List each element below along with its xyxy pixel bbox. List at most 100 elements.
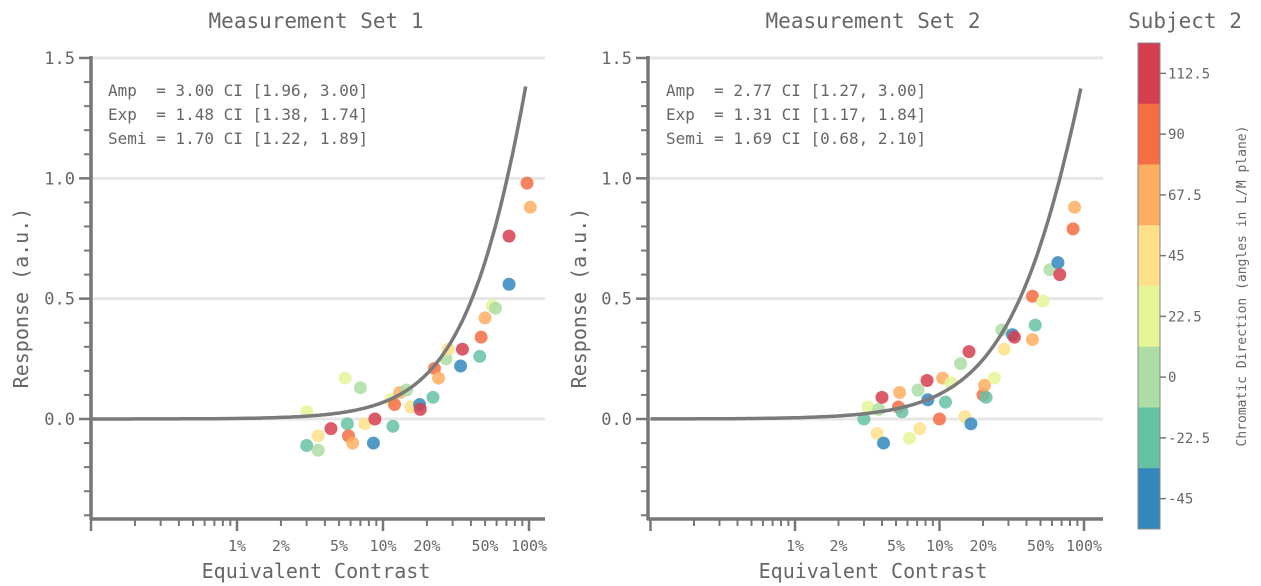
colorbar-tick-label: 0	[1168, 370, 1176, 386]
axes	[636, 56, 1103, 531]
y-tick-label: 1.5	[601, 49, 632, 69]
annotation-amp: Amp = 3.00 CI [1.96, 3.00]	[108, 81, 368, 100]
data-point	[432, 371, 446, 385]
data-point	[1028, 318, 1042, 332]
data-point	[311, 429, 325, 443]
data-point	[903, 431, 917, 445]
data-point	[1036, 294, 1050, 308]
colorbar-tick-label: 90	[1168, 127, 1185, 143]
x-tick-label: 20%	[413, 537, 440, 555]
colorbar-ticks: 112.5 90 67.5 45 22.5 0 -22.5 -45	[1160, 66, 1210, 508]
colorbar-tick-label: 45	[1168, 249, 1185, 265]
colorbar-segment	[1138, 346, 1160, 408]
data-point	[338, 371, 352, 385]
annotation-exp: Exp = 1.31 CI [1.17, 1.84]	[666, 105, 926, 124]
axes	[79, 56, 545, 531]
data-point	[520, 176, 534, 190]
x-tick-label: 10%	[369, 537, 396, 555]
colorbar-segment	[1138, 103, 1160, 165]
x-tick-label: 1%	[228, 537, 246, 555]
data-point	[861, 400, 875, 414]
data-point	[455, 342, 469, 356]
data-point	[1051, 256, 1065, 270]
y-axis-label: Response (a.u.)	[9, 208, 33, 389]
colorbar-segment	[1138, 164, 1160, 226]
x-tick-label: 2%	[272, 537, 290, 555]
y-tick-label: 1.5	[44, 49, 75, 69]
data-point	[954, 357, 968, 371]
data-point	[386, 419, 400, 433]
data-point	[938, 395, 952, 409]
data-point	[502, 229, 516, 243]
colorbar-tick-label: 112.5	[1168, 66, 1210, 82]
panel-measurement-set-1: Measurement Set 1 0.0 0.5 1.0 1.5 1% 2% 5% 10%…	[9, 9, 547, 583]
annotation-semi: Semi = 1.70 CI [1.22, 1.89]	[108, 129, 368, 148]
data-point	[311, 443, 325, 457]
x-tick-label: 5%	[887, 537, 905, 555]
data-point	[870, 426, 884, 440]
x-axis-label: Equivalent Contrast	[202, 559, 431, 583]
data-point	[893, 386, 907, 400]
data-point	[877, 436, 891, 450]
colorbar-segments	[1138, 43, 1160, 530]
chart-title: Measurement Set 2	[766, 9, 981, 33]
data-point	[324, 422, 338, 436]
data-point	[346, 436, 360, 450]
x-tick-label: 50%	[1027, 537, 1054, 555]
y-tick-label: 1.0	[601, 169, 632, 189]
data-point	[368, 412, 382, 426]
x-tick-label: 1%	[786, 537, 804, 555]
data-point	[353, 381, 367, 395]
data-point	[962, 345, 976, 359]
data-point	[911, 383, 925, 397]
annotation-amp: Amp = 2.77 CI [1.27, 3.00]	[666, 81, 926, 100]
colorbar-tick-label: -45	[1168, 492, 1193, 508]
panel-measurement-set-2: Measurement Set 2 0.0 0.5 1.0 1.5 1% 2% 5% 10%…	[567, 9, 1103, 583]
data-point	[1025, 333, 1039, 347]
colorbar-segment	[1138, 225, 1160, 287]
colorbar-frame	[1137, 42, 1161, 530]
data-point	[875, 390, 889, 404]
data-point	[300, 438, 314, 452]
data-point	[1068, 200, 1082, 214]
y-tick-label: 0.0	[601, 410, 632, 430]
fit-curve	[91, 86, 528, 421]
colorbar: Subject 2 112.5 90 67.5 45 22.5 0 -22.5 -45 Chr…	[1128, 9, 1250, 530]
x-tick-label: 100%	[511, 537, 547, 555]
data-point	[1066, 222, 1080, 236]
data-point	[478, 311, 492, 325]
data-point	[964, 417, 978, 431]
data-point	[473, 349, 487, 363]
data-point	[366, 436, 380, 450]
fit-curve	[650, 88, 1083, 421]
annotation-semi: Semi = 1.69 CI [0.68, 2.10]	[666, 129, 926, 148]
data-point	[340, 417, 354, 431]
colorbar-tick-label: 67.5	[1168, 188, 1202, 204]
colorbar-segment	[1138, 43, 1160, 105]
x-tick-label: 10%	[926, 537, 953, 555]
y-tick-label: 1.0	[44, 169, 75, 189]
data-point	[474, 330, 488, 344]
fit-parameters: Amp = 3.00 CI [1.96, 3.00] Exp = 1.48 CI…	[108, 81, 368, 148]
y-tick-labels: 0.0 0.5 1.0 1.5	[44, 49, 75, 430]
y-tick-labels: 0.0 0.5 1.0 1.5	[601, 49, 632, 430]
x-tick-label: 2%	[829, 537, 847, 555]
data-point	[933, 412, 946, 426]
x-tick-labels: 1% 2% 5% 10% 20% 50% 100%	[228, 537, 547, 555]
data-point	[523, 200, 537, 214]
x-tick-label: 100%	[1066, 537, 1102, 555]
x-tick-label: 5%	[330, 537, 348, 555]
x-tick-label: 50%	[472, 537, 499, 555]
data-point	[358, 417, 372, 431]
data-point	[413, 402, 427, 416]
colorbar-tick-label: -22.5	[1168, 431, 1210, 447]
annotation-exp: Exp = 1.48 CI [1.38, 1.74]	[108, 105, 368, 124]
data-point	[978, 378, 992, 392]
data-point	[502, 277, 516, 291]
fit-parameters: Amp = 2.77 CI [1.27, 3.00] Exp = 1.31 CI…	[666, 81, 926, 148]
data-points	[857, 200, 1082, 450]
legend-title: Subject 2	[1128, 9, 1242, 33]
colorbar-segment	[1138, 468, 1160, 530]
colorbar-segment	[1138, 407, 1160, 469]
